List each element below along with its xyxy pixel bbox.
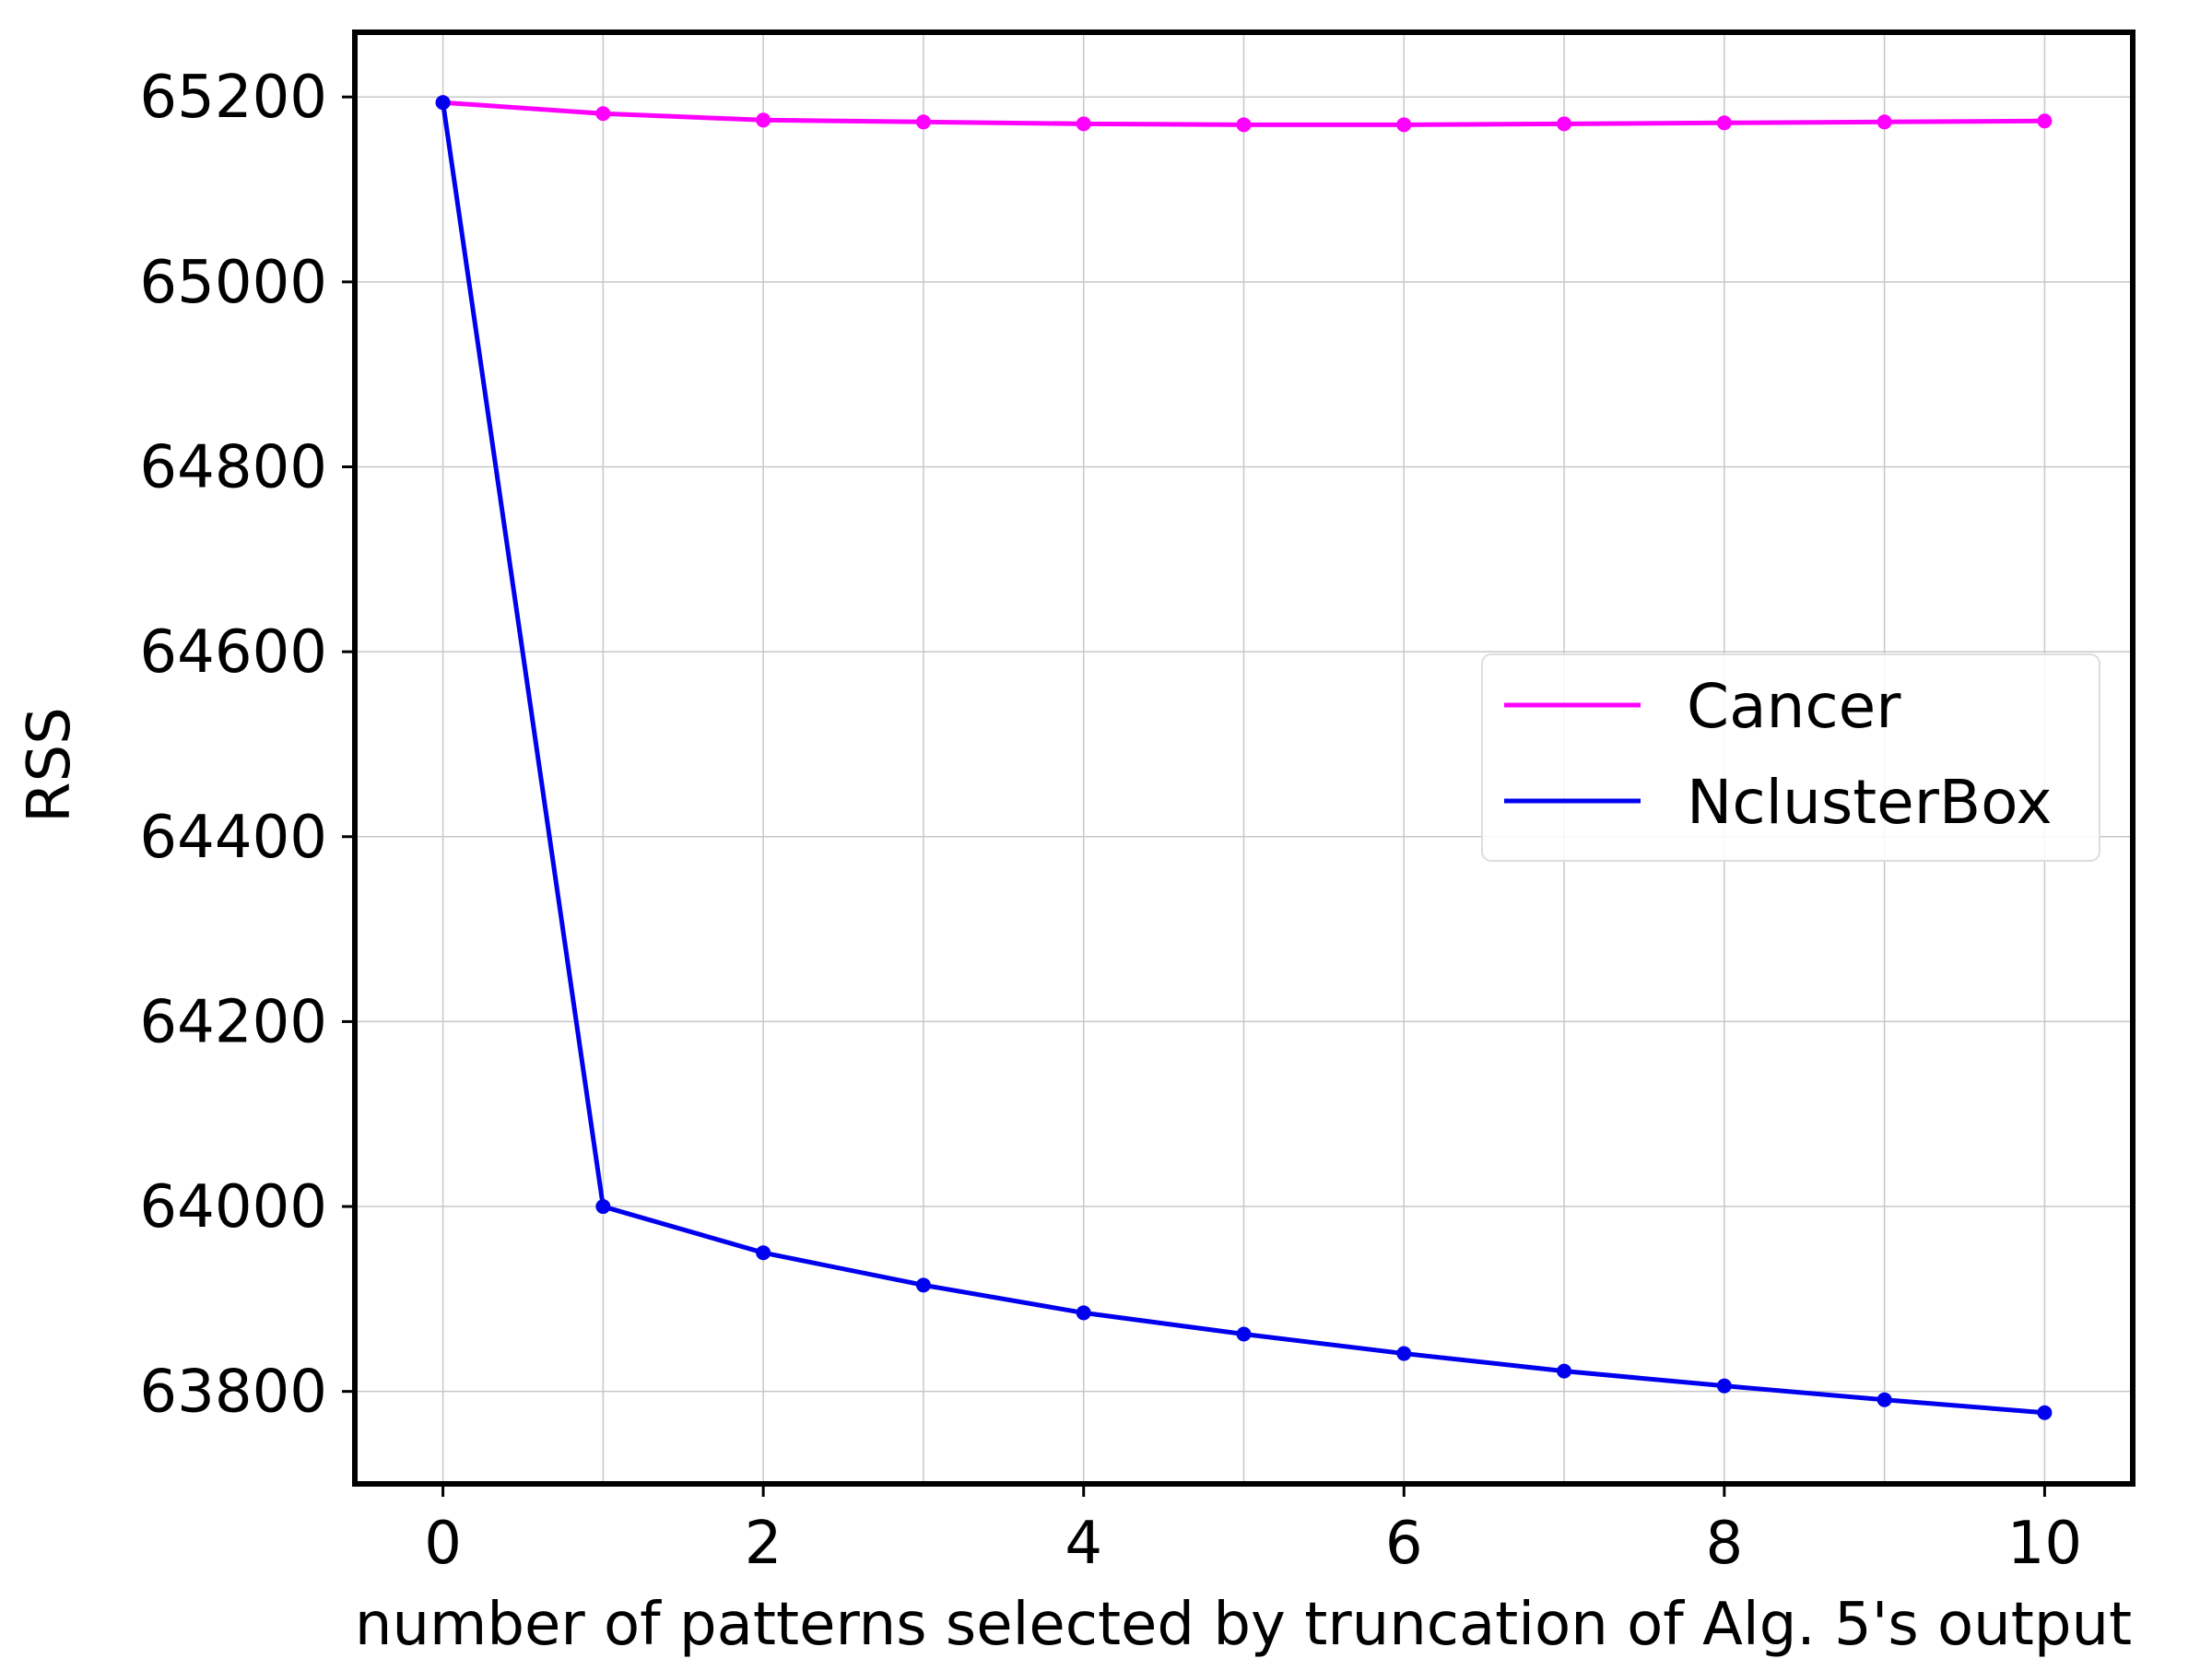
y-tick-label-6: 65000 (139, 249, 327, 317)
data-point-cancer-5 (1236, 117, 1252, 133)
x-tick-label-5: 10 (2007, 1510, 2082, 1578)
data-point-nclusterbox-9 (1877, 1392, 1892, 1407)
legend-label-nclusterbox: NclusterBox (1687, 767, 2053, 838)
data-point-nclusterbox-2 (756, 1245, 771, 1261)
x-tick-label-1: 2 (745, 1510, 782, 1578)
y-tick-label-1: 64000 (139, 1173, 327, 1241)
y-axis-label: RSS (16, 707, 84, 823)
data-point-cancer-1 (595, 106, 611, 122)
data-point-cancer-2 (756, 112, 771, 128)
data-point-cancer-8 (1716, 115, 1732, 131)
y-tick-label-3: 64400 (139, 804, 327, 872)
y-tick-label-4: 64600 (139, 618, 327, 687)
x-axis-label: number of patterns selected by truncatio… (355, 1591, 2132, 1659)
data-point-nclusterbox-1 (595, 1199, 611, 1215)
y-tick-label-0: 63800 (139, 1359, 327, 1427)
x-tick-label-3: 6 (1385, 1510, 1423, 1578)
data-point-cancer-10 (2037, 113, 2053, 129)
data-point-nclusterbox-3 (915, 1277, 931, 1293)
data-point-cancer-7 (1557, 116, 1572, 132)
data-point-nclusterbox-4 (1076, 1305, 1091, 1321)
data-point-nclusterbox-10 (2037, 1405, 2053, 1420)
grid (355, 32, 2133, 1484)
y-tick-label-5: 64800 (139, 433, 327, 501)
data-point-nclusterbox-7 (1557, 1363, 1572, 1379)
data-point-nclusterbox-8 (1716, 1378, 1732, 1394)
y-axis-ticks: 63800 64000 64200 64400 64600 64800 65000 65200 (139, 64, 355, 1427)
data-point-nclusterbox-5 (1236, 1326, 1252, 1342)
series-lines (435, 95, 2053, 1420)
legend-label-cancer: Cancer (1687, 671, 1901, 742)
data-point-nclusterbox-0 (435, 95, 451, 111)
data-point-cancer-3 (915, 114, 931, 130)
legend: Cancer NclusterBox (1481, 653, 2100, 862)
plot-frame (352, 29, 2136, 1487)
data-point-cancer-6 (1396, 117, 1412, 133)
data-point-cancer-9 (1877, 114, 1892, 130)
data-point-cancer-4 (1076, 116, 1091, 132)
x-tick-label-0: 0 (424, 1510, 462, 1578)
data-point-nclusterbox-6 (1396, 1346, 1412, 1361)
x-axis-ticks: 0 2 4 6 8 10 (424, 1484, 2082, 1578)
y-tick-label-2: 64200 (139, 988, 327, 1056)
x-tick-label-2: 4 (1065, 1510, 1102, 1578)
x-tick-label-4: 8 (1705, 1510, 1743, 1578)
y-tick-label-7: 65200 (139, 64, 327, 132)
